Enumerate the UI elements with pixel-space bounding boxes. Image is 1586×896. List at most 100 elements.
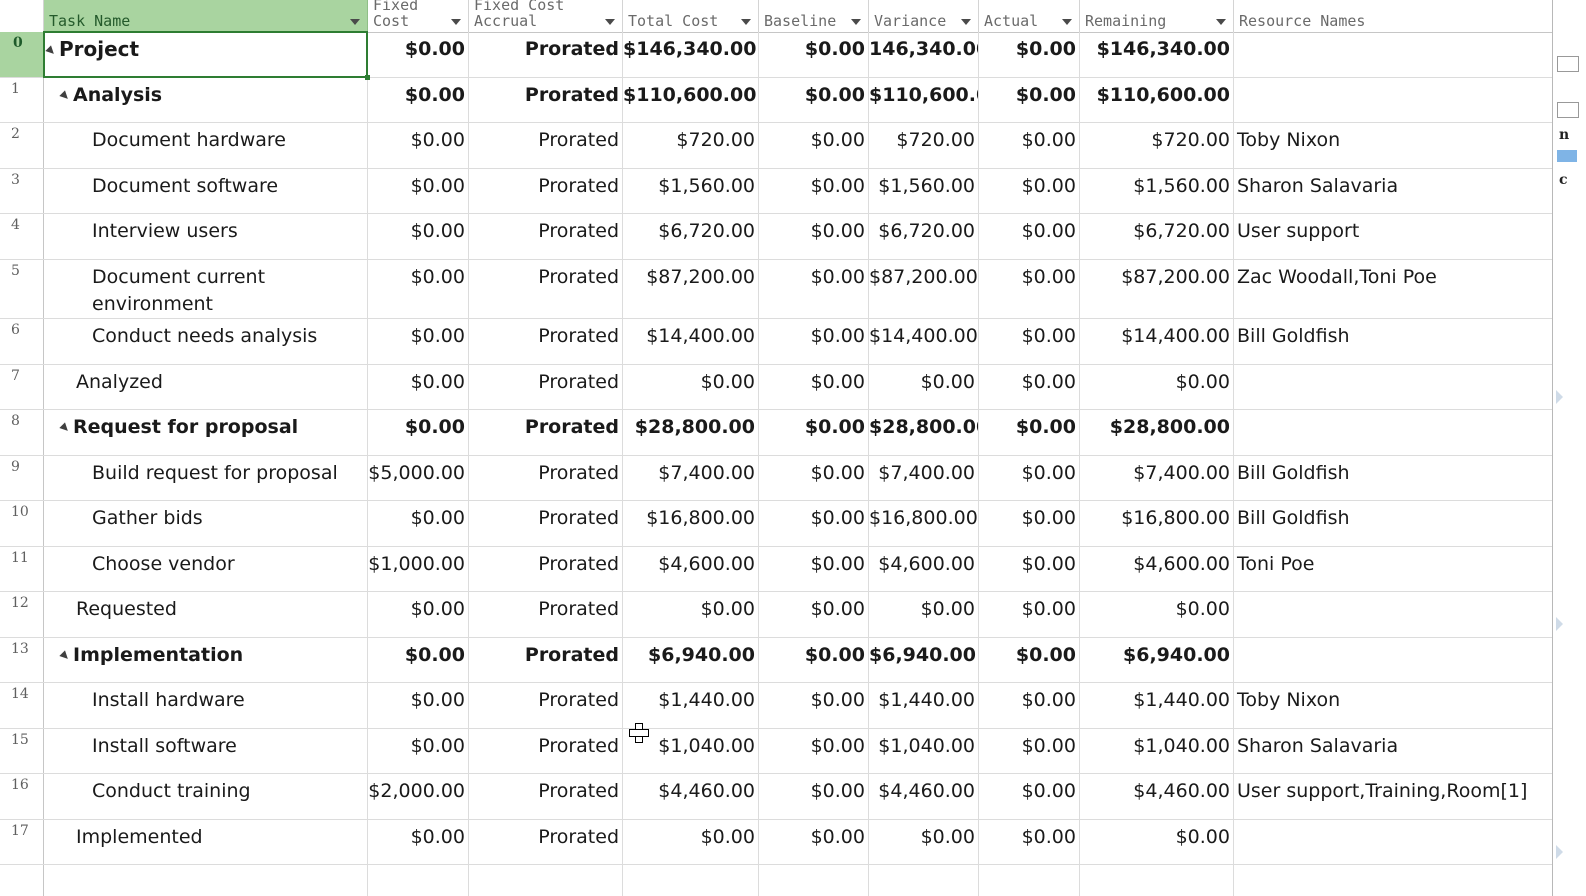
task-name-cell[interactable]: Document hardware — [44, 123, 368, 168]
row-number[interactable]: 9 — [11, 459, 20, 475]
row-number[interactable]: 8 — [11, 413, 20, 429]
variance-cell[interactable]: $16,800.00 — [869, 501, 979, 546]
total-cell[interactable]: $1,440.00 — [623, 683, 759, 728]
baseline-cell[interactable]: $0.00 — [759, 365, 869, 409]
resources-cell[interactable]: User support,Training,Room[1] — [1237, 780, 1528, 802]
task-name-cell[interactable]: Choose vendor — [44, 547, 368, 591]
total-cell[interactable]: $0.00 — [623, 820, 759, 864]
row-number[interactable]: 5 — [11, 263, 20, 279]
actual-cell[interactable]: $0.00 — [979, 820, 1080, 864]
baseline-cell[interactable]: $0.00 — [759, 32, 869, 77]
dropdown-arrow-icon[interactable] — [451, 19, 461, 25]
table-row[interactable]: 0 Project $0.00 Prorated $146,340.00 $0.00 146… — [0, 32, 1552, 78]
accrual-cell[interactable]: Prorated — [469, 592, 623, 637]
table-row[interactable]: 10 Gather bids $0.00 Prorated $16,800.00 $0.0… — [0, 501, 1552, 547]
total-cell[interactable]: $6,720.00 — [623, 214, 759, 259]
collapse-triangle-icon[interactable] — [45, 45, 57, 57]
baseline-cell[interactable]: $0.00 — [759, 456, 869, 500]
table-row[interactable]: 6 Conduct needs analysis $0.00 Prorated $14,… — [0, 319, 1552, 365]
task-name-cell[interactable]: Implementation — [44, 638, 368, 682]
actual-cell[interactable]: $0.00 — [979, 501, 1080, 546]
fixed-cost-cell[interactable]: $0.00 — [368, 638, 469, 682]
accrual-cell[interactable]: Prorated — [469, 729, 623, 773]
accrual-cell[interactable]: Prorated — [469, 319, 623, 364]
variance-cell[interactable]: $720.00 — [869, 123, 979, 168]
accrual-cell[interactable]: Prorated — [469, 774, 623, 819]
baseline-cell[interactable]: $0.00 — [759, 683, 869, 728]
fixed-cost-cell[interactable]: $0.00 — [368, 410, 469, 455]
row-number[interactable]: 1 — [11, 81, 20, 97]
remaining-cell[interactable]: $6,720.00 — [1080, 214, 1234, 259]
row-number[interactable]: 10 — [11, 504, 29, 520]
task-name-cell[interactable]: Analysis — [44, 78, 368, 122]
scroll-arrow-icon[interactable] — [1556, 390, 1563, 404]
task-name-cell[interactable]: Request for proposal — [44, 410, 368, 455]
total-cell[interactable]: $7,400.00 — [623, 456, 759, 500]
dropdown-arrow-icon[interactable] — [1216, 19, 1226, 25]
row-number[interactable]: 0 — [0, 32, 44, 77]
resources-cell[interactable] — [1234, 820, 1552, 864]
fixed-cost-cell[interactable]: $0.00 — [368, 214, 469, 259]
remaining-cell[interactable]: $28,800.00 — [1080, 410, 1234, 455]
variance-cell[interactable]: $4,460.00 — [869, 774, 979, 819]
accrual-cell[interactable]: Prorated — [469, 547, 623, 591]
remaining-cell[interactable]: $0.00 — [1080, 592, 1234, 637]
resources-cell[interactable] — [1234, 638, 1552, 682]
remaining-cell[interactable]: $1,440.00 — [1080, 683, 1234, 728]
row-number[interactable]: 11 — [11, 550, 29, 566]
empty-cell[interactable] — [623, 865, 759, 896]
empty-cell[interactable] — [1080, 865, 1234, 896]
fixed-cost-cell[interactable]: $0.00 — [368, 32, 469, 77]
resources-cell[interactable]: Sharon Salavaria — [1237, 175, 1399, 197]
column-header-fixed-cost-accrual[interactable]: Fixed Cost Accrual — [469, 0, 623, 32]
row-number[interactable]: 17 — [11, 823, 29, 839]
table-row[interactable]: 14 Install hardware $0.00 Prorated $1,440.00… — [0, 683, 1552, 729]
row-number[interactable]: 6 — [11, 322, 20, 338]
accrual-cell[interactable]: Prorated — [469, 78, 623, 122]
column-header-total-cost[interactable]: Total Cost — [623, 0, 759, 32]
total-cell[interactable]: $4,600.00 — [623, 547, 759, 591]
table-row[interactable]: 3 Document software $0.00 Prorated $1,560.00… — [0, 169, 1552, 214]
resources-cell[interactable]: Toby Nixon — [1237, 129, 1341, 151]
dropdown-arrow-icon[interactable] — [1062, 19, 1072, 25]
baseline-cell[interactable]: $0.00 — [759, 410, 869, 455]
actual-cell[interactable]: $0.00 — [979, 123, 1080, 168]
task-name-cell[interactable]: Conduct training — [44, 774, 368, 819]
accrual-cell[interactable]: Prorated — [469, 169, 623, 213]
baseline-cell[interactable]: $0.00 — [759, 260, 869, 318]
actual-cell[interactable]: $0.00 — [979, 456, 1080, 500]
fixed-cost-cell[interactable]: $0.00 — [368, 729, 469, 773]
variance-cell[interactable]: $110,600.00 — [869, 78, 979, 122]
row-number[interactable]: 3 — [11, 172, 20, 188]
actual-cell[interactable]: $0.00 — [979, 774, 1080, 819]
actual-cell[interactable]: $0.00 — [979, 365, 1080, 409]
table-row[interactable]: 1 Analysis $0.00 Prorated $110,600.00 $0.00 $1… — [0, 78, 1552, 123]
fixed-cost-cell[interactable]: $0.00 — [368, 501, 469, 546]
table-row[interactable]: 5 Document current environment $0.00 Prorat… — [0, 260, 1552, 319]
fixed-cost-cell[interactable]: $0.00 — [368, 78, 469, 122]
variance-cell[interactable]: $4,600.00 — [869, 547, 979, 591]
fixed-cost-cell[interactable]: $0.00 — [368, 123, 469, 168]
task-name-cell[interactable]: Requested — [44, 592, 368, 637]
table-row[interactable]: 17 Implemented $0.00 Prorated $0.00 $0.00 $0.0… — [0, 820, 1552, 865]
variance-cell[interactable]: $7,400.00 — [869, 456, 979, 500]
empty-cell[interactable] — [1234, 865, 1552, 896]
collapse-triangle-icon[interactable] — [59, 422, 71, 434]
actual-cell[interactable]: $0.00 — [979, 32, 1080, 77]
actual-cell[interactable]: $0.00 — [979, 319, 1080, 364]
fixed-cost-cell[interactable]: $0.00 — [368, 683, 469, 728]
empty-cell[interactable] — [368, 865, 469, 896]
remaining-cell[interactable]: $1,560.00 — [1080, 169, 1234, 213]
actual-cell[interactable]: $0.00 — [979, 729, 1080, 773]
dropdown-arrow-icon[interactable] — [961, 19, 971, 25]
remaining-cell[interactable]: $110,600.00 — [1080, 78, 1234, 122]
remaining-cell[interactable]: $87,200.00 — [1080, 260, 1234, 318]
remaining-cell[interactable]: $14,400.00 — [1080, 319, 1234, 364]
resources-cell[interactable]: User support — [1237, 220, 1360, 242]
row-number[interactable]: 7 — [11, 368, 20, 384]
dropdown-arrow-icon[interactable] — [741, 19, 751, 25]
resources-cell[interactable]: Bill Goldfish — [1237, 507, 1350, 529]
remaining-cell[interactable]: $6,940.00 — [1080, 638, 1234, 682]
baseline-cell[interactable]: $0.00 — [759, 78, 869, 122]
total-cell[interactable]: $28,800.00 — [623, 410, 759, 455]
